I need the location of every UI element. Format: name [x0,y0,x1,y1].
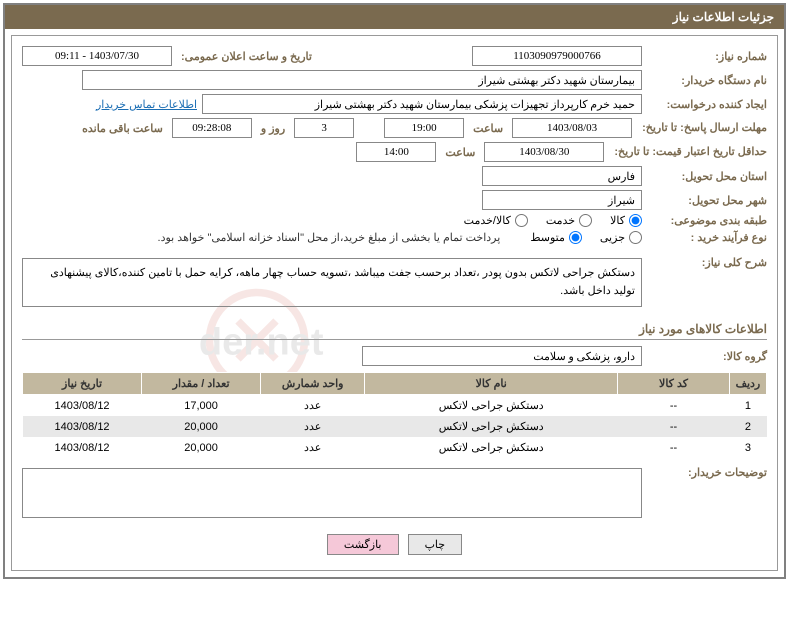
table-cell: 1 [729,395,766,417]
deadline-label: مهلت ارسال پاسخ: تا تاریخ: [637,121,767,135]
province-label: استان محل تحویل: [647,170,767,183]
back-button[interactable]: بازگشت [327,534,399,555]
requester-label: ایجاد کننده درخواست: [647,98,767,111]
validity-time-label: ساعت [441,146,479,159]
remain-label: ساعت باقی مانده [78,122,167,135]
purchase-radio-medium[interactable] [569,231,582,244]
purchase-opt-medium: متوسط [530,231,565,244]
validity-label: حداقل تاریخ اعتبار قیمت: تا تاریخ: [609,145,767,159]
city-field [482,190,642,210]
req-number-field [472,46,642,66]
category-radio-service[interactable] [579,214,592,227]
page-header: جزئیات اطلاعات نیاز [5,5,784,29]
days-remaining-field [294,118,354,138]
announce-date-field [22,46,172,66]
table-cell: دستکش جراحی لاتکس [365,395,618,417]
buyer-contact-link[interactable]: اطلاعات تماس خریدار [96,98,197,111]
goods-group-label: گروه کالا: [647,350,767,363]
table-cell: دستکش جراحی لاتکس [365,437,618,458]
table-row: 2--دستکش جراحی لاتکسعدد20,0001403/08/12 [23,416,767,437]
buyer-notes-label: توضیحات خریدار: [647,466,767,479]
items-section-title: اطلاعات کالاهای مورد نیاز [22,317,767,340]
table-cell: عدد [261,416,365,437]
table-cell: 1403/08/12 [23,395,142,417]
category-radio-group: کالا خدمت کالا/خدمت [464,214,642,227]
requester-field [202,94,642,114]
goods-group-field [362,346,642,366]
table-cell: 17,000 [142,395,261,417]
buyer-org-label: نام دستگاه خریدار: [647,74,767,87]
table-cell: 20,000 [142,416,261,437]
print-button[interactable]: چاپ [408,534,463,555]
table-header: کد کالا [618,373,730,395]
table-cell: 2 [729,416,766,437]
announce-date-label: تاریخ و ساعت اعلان عمومی: [177,50,316,63]
table-cell: -- [618,395,730,417]
time-remaining-field [172,118,252,138]
days-label: روز و [257,122,289,135]
province-field [482,166,642,186]
purchase-radio-minor[interactable] [629,231,642,244]
table-row: 1--دستکش جراحی لاتکسعدد17,0001403/08/12 [23,395,767,417]
buyer-org-field [82,70,642,90]
req-number-label: شماره نیاز: [647,50,767,63]
table-cell: دستکش جراحی لاتکس [365,416,618,437]
table-header: تعداد / مقدار [142,373,261,395]
purchase-type-label: نوع فرآیند خرید : [647,231,767,244]
table-cell: 1403/08/12 [23,416,142,437]
validity-date-field [484,142,604,162]
buyer-notes-box [22,468,642,518]
deadline-time-field [384,118,464,138]
table-cell: 20,000 [142,437,261,458]
table-cell: -- [618,416,730,437]
table-cell: 3 [729,437,766,458]
items-table: ردیفکد کالانام کالاواحد شمارشتعداد / مقد… [22,372,767,458]
table-header: ردیف [729,373,766,395]
city-label: شهر محل تحویل: [647,194,767,207]
table-cell: -- [618,437,730,458]
table-row: 3--دستکش جراحی لاتکسعدد20,0001403/08/12 [23,437,767,458]
table-header: واحد شمارش [261,373,365,395]
deadline-date-field [512,118,632,138]
category-label: طبقه بندی موضوعی: [647,214,767,227]
category-radio-both[interactable] [515,214,528,227]
category-radio-goods[interactable] [629,214,642,227]
overall-desc-box: دستکش جراحی لاتکس بدون پودر ،تعداد برحسب… [22,258,642,307]
purchase-type-radio-group: جزیی متوسط [530,231,642,244]
purchase-note: پرداخت تمام یا بخشی از مبلغ خرید،از محل … [158,231,501,244]
category-opt-service: خدمت [546,214,575,227]
table-cell: عدد [261,395,365,417]
table-cell: عدد [261,437,365,458]
overall-desc-label: شرح کلی نیاز: [647,256,767,269]
table-cell: 1403/08/12 [23,437,142,458]
table-header: تاریخ نیاز [23,373,142,395]
purchase-opt-minor: جزیی [600,231,625,244]
category-opt-goods: کالا [610,214,625,227]
category-opt-both: کالا/خدمت [464,214,511,227]
validity-time-field [356,142,436,162]
deadline-time-label: ساعت [469,122,507,135]
table-header: نام کالا [365,373,618,395]
